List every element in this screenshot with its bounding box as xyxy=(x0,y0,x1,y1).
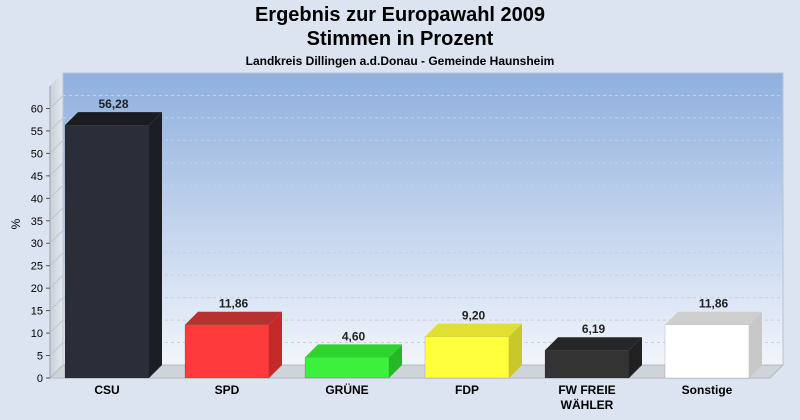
bar-front xyxy=(184,324,270,379)
bar xyxy=(304,344,402,379)
y-tick-label: 40 xyxy=(31,193,43,205)
bar-top xyxy=(305,344,402,358)
grid-line-diagonal xyxy=(49,229,64,244)
value-labels: 56,28 11,86 4,60 9,20 6,19 11,86 xyxy=(98,97,728,343)
bar-top xyxy=(65,112,162,126)
bar-side xyxy=(269,311,282,378)
grid-line-diagonal xyxy=(49,207,64,222)
bar-front xyxy=(424,336,510,379)
bar xyxy=(664,311,762,379)
bar-front xyxy=(544,349,630,379)
value-label: 6,19 xyxy=(582,322,606,336)
bar-side xyxy=(509,323,522,378)
grid-line-diagonal xyxy=(49,252,64,267)
bar-front xyxy=(304,357,390,379)
bar-top xyxy=(665,311,762,325)
bar xyxy=(424,323,522,379)
bar-top xyxy=(425,323,522,337)
bar-side xyxy=(749,311,762,378)
bar xyxy=(184,311,282,379)
y-tick-label: 30 xyxy=(31,238,43,250)
y-tick-label: 60 xyxy=(31,103,43,115)
bar-top xyxy=(545,337,642,351)
bar-front xyxy=(664,324,750,379)
y-tick-label: 50 xyxy=(31,148,43,160)
bar-top xyxy=(185,311,282,325)
grid-line-diagonal xyxy=(49,342,64,356)
y-tick-label: 10 xyxy=(31,328,43,340)
value-label: 9,20 xyxy=(462,309,486,323)
x-tick-label: Sonstige xyxy=(682,383,733,397)
y-axis-label: % xyxy=(9,218,23,229)
bar xyxy=(64,112,162,379)
grid-line-diagonal xyxy=(49,117,64,132)
chart-title: Ergebnis zur Europawahl 2009 xyxy=(254,4,546,26)
y-tick-label: 55 xyxy=(31,126,43,138)
grid-line-diagonal xyxy=(49,184,64,199)
grid-line-diagonal xyxy=(49,297,64,311)
y-tick-label: 20 xyxy=(31,283,43,295)
back-wall xyxy=(62,72,784,366)
chart-subtitle-region: Landkreis Dillingen a.d.Donau - Gemeinde… xyxy=(245,54,555,68)
chart-subtitle: Stimmen in Prozent xyxy=(306,28,494,50)
x-axis-labels: CSU SPD GRÜNE FDP FW FREIE WÄHLER Sonstige xyxy=(94,382,732,412)
value-label: 4,60 xyxy=(342,329,366,343)
grid-line-diagonal xyxy=(49,140,64,154)
grid-line-diagonal xyxy=(49,274,64,289)
bar-front xyxy=(64,124,150,379)
left-wall xyxy=(50,73,63,378)
value-label: 11,86 xyxy=(219,297,249,311)
y-tick-label: 5 xyxy=(37,351,43,363)
bar xyxy=(544,337,642,379)
x-tick-label: FW FREIE WÄHLER xyxy=(558,383,615,412)
x-tick-label: SPD xyxy=(215,383,240,397)
grid-line-diagonal xyxy=(49,95,64,109)
x-tick-label: GRÜNE xyxy=(325,382,368,397)
bar-side xyxy=(389,344,402,378)
y-tick-label: 35 xyxy=(31,216,43,228)
value-label: 56,28 xyxy=(98,97,128,111)
value-label: 11,86 xyxy=(699,297,729,311)
y-tick-label: 15 xyxy=(31,306,43,318)
y-axis: 0 5 10 15 20 25 30 35 40 45 50 55 60 xyxy=(31,103,50,385)
bar-side xyxy=(629,337,642,378)
y-tick-label: 45 xyxy=(31,171,43,183)
y-tick-label: 25 xyxy=(31,261,43,273)
grid-line-diagonal xyxy=(49,162,64,177)
x-tick-label: CSU xyxy=(94,383,119,397)
x-tick-label: FDP xyxy=(455,383,479,397)
bar-side xyxy=(149,112,162,379)
bars xyxy=(64,112,762,379)
y-tick-label: 0 xyxy=(37,373,43,385)
grid-line-diagonal xyxy=(49,319,64,334)
grid-lines xyxy=(49,94,783,356)
